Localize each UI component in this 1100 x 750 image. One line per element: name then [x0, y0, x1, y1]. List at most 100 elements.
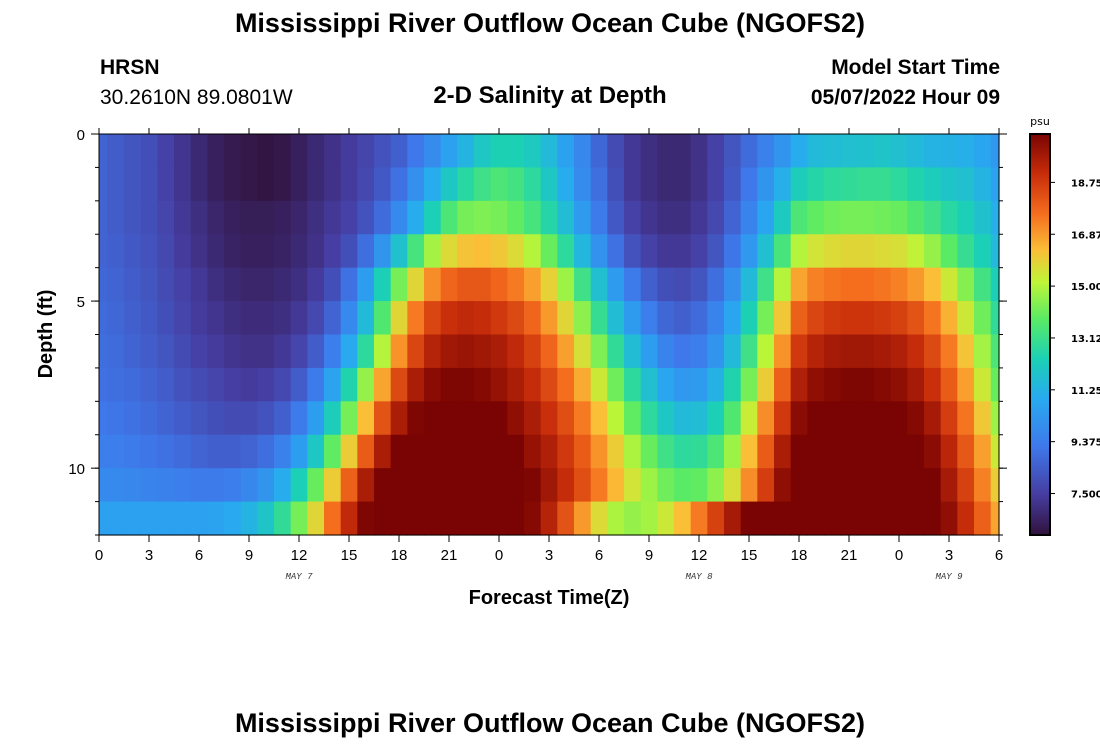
heatmap-cell — [957, 401, 975, 436]
heatmap-cell — [224, 200, 242, 235]
heatmap-cell — [490, 200, 508, 235]
heatmap-cell — [157, 134, 175, 169]
heatmap-cell — [507, 334, 525, 369]
heatmap-cell — [107, 267, 125, 302]
heatmap-cell — [374, 134, 392, 169]
heatmap-cell — [257, 468, 275, 503]
heatmap-cell — [357, 468, 375, 503]
heatmap-cell — [740, 334, 758, 369]
heatmap-cell — [357, 401, 375, 436]
heatmap-cell — [890, 267, 908, 302]
heatmap-cell — [724, 434, 742, 469]
heatmap-cell — [99, 267, 108, 302]
heatmap-cell — [224, 267, 242, 302]
heatmap-cell — [674, 200, 692, 235]
heatmap-cell — [557, 134, 575, 169]
heatmap-cell — [99, 167, 108, 202]
heatmap-cell — [824, 167, 842, 202]
heatmap-cell — [440, 468, 458, 503]
heatmap-cell — [307, 501, 325, 536]
heatmap-cell — [757, 501, 775, 536]
date-label: MAY 8 — [685, 572, 713, 582]
heatmap-cell — [207, 501, 225, 536]
heatmap-cell — [107, 468, 125, 503]
heatmap-cell — [557, 501, 575, 536]
heatmap-cell — [290, 367, 308, 402]
heatmap-cell — [990, 167, 1000, 202]
heatmap-cell — [874, 334, 892, 369]
heatmap-cell — [840, 301, 858, 336]
heatmap-cell — [790, 234, 808, 269]
heatmap-cell — [174, 167, 192, 202]
heatmap-cell — [724, 234, 742, 269]
heatmap-cell — [540, 501, 558, 536]
heatmap-cell — [990, 367, 1000, 402]
heatmap-cell — [374, 267, 392, 302]
heatmap-cell — [874, 267, 892, 302]
heatmap-cell — [640, 501, 658, 536]
heatmap-cell — [674, 301, 692, 336]
heatmap-cell — [924, 134, 942, 169]
x-tick-label: 6 — [595, 547, 603, 564]
heatmap-cell — [790, 367, 808, 402]
heatmap-cell — [207, 468, 225, 503]
heatmap-cell — [807, 200, 825, 235]
heatmap-cell — [274, 267, 292, 302]
heatmap-cell — [390, 301, 408, 336]
heatmap-cell — [607, 468, 625, 503]
heatmap-cell — [390, 434, 408, 469]
heatmap-cell — [757, 200, 775, 235]
heatmap-cell — [607, 267, 625, 302]
heatmap-cell — [457, 334, 475, 369]
heatmap-cell — [157, 401, 175, 436]
heatmap-cell — [224, 134, 242, 169]
heatmap-cell — [574, 434, 592, 469]
heatmap-cell — [140, 167, 158, 202]
heatmap-cell — [124, 200, 142, 235]
heatmap-cell — [390, 334, 408, 369]
heatmap-cell — [807, 234, 825, 269]
heatmap-cell — [957, 134, 975, 169]
heatmap-cell — [157, 334, 175, 369]
heatmap-cell — [624, 434, 642, 469]
heatmap-cell — [290, 334, 308, 369]
heatmap-cell — [257, 167, 275, 202]
heatmap-cell — [390, 501, 408, 536]
heatmap-cell — [790, 401, 808, 436]
heatmap-cell — [957, 301, 975, 336]
heatmap-cell — [290, 434, 308, 469]
heatmap-cell — [440, 200, 458, 235]
heatmap-cell — [757, 468, 775, 503]
heatmap-cell — [640, 134, 658, 169]
heatmap-cell — [240, 234, 258, 269]
heatmap-cell — [657, 334, 675, 369]
heatmap-cell — [957, 167, 975, 202]
heatmap-cell — [940, 200, 958, 235]
heatmap-cell — [290, 267, 308, 302]
heatmap-cell — [907, 367, 925, 402]
heatmap-cell — [840, 501, 858, 536]
heatmap-cell — [257, 234, 275, 269]
heatmap-cell — [224, 334, 242, 369]
heatmap-cell — [607, 401, 625, 436]
heatmap-cell — [857, 301, 875, 336]
heatmap-cell — [757, 401, 775, 436]
heatmap-cell — [274, 367, 292, 402]
heatmap-cell — [824, 134, 842, 169]
heatmap-cell — [507, 301, 525, 336]
heatmap-cell — [507, 401, 525, 436]
heatmap-cell — [740, 434, 758, 469]
heatmap-cell — [240, 334, 258, 369]
heatmap-cell — [674, 367, 692, 402]
heatmap-cell — [174, 134, 192, 169]
heatmap-cell — [990, 468, 1000, 503]
heatmap-cell — [340, 200, 358, 235]
heatmap-cell — [124, 401, 142, 436]
heatmap-cell — [674, 334, 692, 369]
heatmap-cell — [474, 501, 492, 536]
heatmap-cell — [890, 200, 908, 235]
heatmap-cell — [807, 367, 825, 402]
heatmap-cell — [157, 434, 175, 469]
heatmap-cell — [657, 468, 675, 503]
heatmap-cell — [940, 367, 958, 402]
